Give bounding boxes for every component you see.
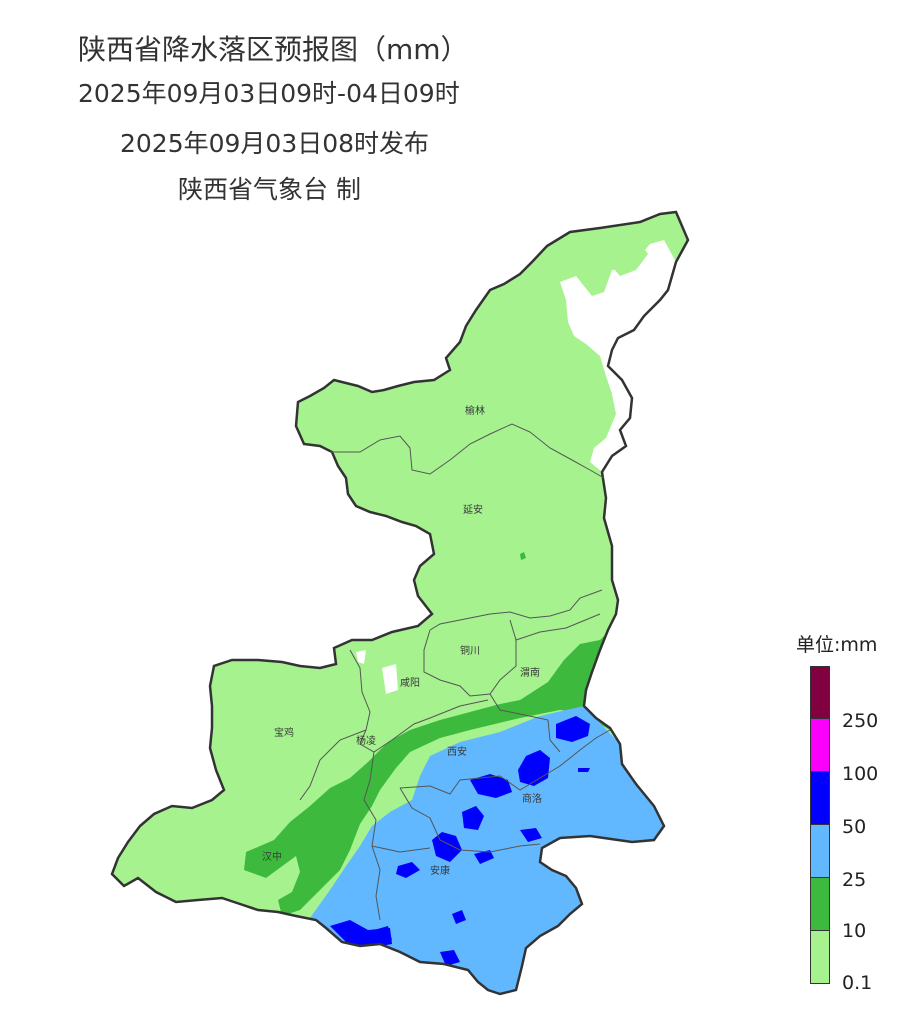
legend-tick-0.1: 0.1 bbox=[842, 972, 873, 994]
map-title: 陕西省降水落区预报图（mm） bbox=[78, 33, 469, 66]
forecast-period: 2025年09月03日09时-04日09时 bbox=[78, 79, 460, 108]
city-label-baoji: 宝鸡 bbox=[274, 726, 294, 739]
legend-swatch-100-250 bbox=[810, 719, 830, 772]
city-label-yulin: 榆林 bbox=[465, 404, 485, 417]
city-label-ankang: 安康 bbox=[430, 864, 450, 877]
issue-time: 2025年09月03日08时发布 bbox=[120, 129, 430, 158]
legend-tick-10: 10 bbox=[842, 920, 867, 942]
legend-swatch-0.1-10 bbox=[810, 931, 830, 984]
precipitation-legend: 单位:mm 250 100 50 25 10 0.1 bbox=[796, 630, 896, 1000]
legend-swatch-10-25 bbox=[810, 878, 830, 931]
legend-tick-25: 25 bbox=[842, 869, 867, 891]
legend-swatch-50-100 bbox=[810, 772, 830, 825]
legend-swatch-25-50 bbox=[810, 825, 830, 878]
legend-tick-50: 50 bbox=[842, 816, 867, 838]
city-label-xianyang: 咸阳 bbox=[400, 677, 420, 689]
city-label-hanzhong: 汉中 bbox=[262, 850, 282, 863]
city-label-weinan: 渭南 bbox=[520, 666, 540, 679]
city-label-tongchuan: 铜川 bbox=[460, 645, 480, 657]
legend-color-bar bbox=[810, 666, 830, 984]
legend-tick-250: 250 bbox=[842, 710, 879, 732]
legend-unit-title: 单位:mm bbox=[796, 634, 878, 656]
legend-swatch-250plus bbox=[810, 666, 830, 719]
issuer: 陕西省气象台 制 bbox=[178, 175, 361, 204]
city-label-xian: 西安 bbox=[447, 745, 467, 758]
city-label-shangluo: 商洛 bbox=[522, 792, 542, 805]
city-label-yangling: 杨凌 bbox=[356, 734, 376, 747]
legend-tick-100: 100 bbox=[842, 763, 879, 785]
city-label-yanan: 延安 bbox=[463, 503, 483, 516]
